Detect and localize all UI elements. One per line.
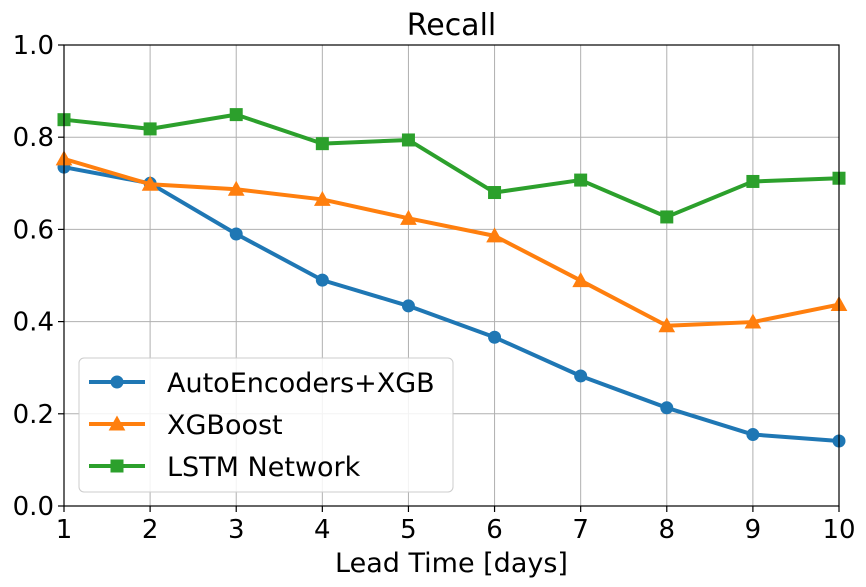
x-tick-label: 3 xyxy=(228,515,245,545)
legend-item: LSTM Network xyxy=(89,452,361,483)
series-line xyxy=(63,165,840,443)
x-axis-label: Lead Time [days] xyxy=(335,548,568,579)
legend-label: AutoEncoders+XGB xyxy=(167,368,435,399)
legend-item: XGBoost xyxy=(89,410,283,441)
series-line xyxy=(63,112,840,219)
x-tick-label: 2 xyxy=(142,515,159,545)
legend-box xyxy=(78,357,454,493)
y-tick-label: 1.0 xyxy=(13,31,54,61)
legend: AutoEncoders+XGB XGBoost LSTM Network xyxy=(78,357,454,493)
data-point xyxy=(486,227,503,243)
x-tick-label: 4 xyxy=(314,515,331,545)
data-point xyxy=(574,369,588,383)
x-tick-label: 9 xyxy=(745,515,762,545)
data-point xyxy=(141,175,159,191)
data-point xyxy=(660,210,674,224)
y-tick-label: 0.6 xyxy=(13,215,54,245)
series-line xyxy=(63,156,840,328)
x-tick-label: 7 xyxy=(572,515,589,545)
legend-label: LSTM Network xyxy=(167,452,361,483)
data-point xyxy=(746,174,760,188)
chart-title: Recall xyxy=(407,8,497,43)
data-point xyxy=(315,137,329,151)
legend-marker xyxy=(110,459,124,473)
data-point xyxy=(660,401,674,415)
data-point xyxy=(572,272,590,288)
series-xgboost xyxy=(55,150,848,333)
plot-frame xyxy=(63,44,840,507)
y-tick-label: 0.8 xyxy=(13,123,54,153)
y-tick-label: 0.2 xyxy=(13,400,54,430)
data-point xyxy=(746,428,760,442)
x-tick-label: 10 xyxy=(822,515,855,545)
data-point xyxy=(229,108,243,122)
data-point xyxy=(227,180,245,196)
data-point xyxy=(488,330,502,344)
data-point xyxy=(401,133,415,147)
data-point xyxy=(313,190,331,206)
data-point xyxy=(315,273,329,287)
data-point xyxy=(488,186,502,200)
x-tick-label: 1 xyxy=(56,515,73,545)
data-point xyxy=(744,313,762,329)
y-tick-label: 0.4 xyxy=(13,308,54,338)
x-tick-label: 5 xyxy=(400,515,417,545)
axis-ticks: 1 2 3 4 5 6 7 8 9 10 0.0 0.2 0.4 0.6 0.8 1.0 xyxy=(13,31,856,545)
data-point xyxy=(229,227,243,241)
data-point xyxy=(143,122,157,136)
data-point xyxy=(658,317,676,333)
series-lstm-network xyxy=(57,108,846,224)
series-group xyxy=(55,108,848,448)
data-point xyxy=(401,299,415,313)
y-tick-label: 0.0 xyxy=(13,492,54,522)
x-tick-label: 6 xyxy=(486,515,503,545)
legend-marker xyxy=(108,415,126,431)
x-tick-label: 8 xyxy=(659,515,676,545)
legend-item: AutoEncoders+XGB xyxy=(89,368,435,399)
legend-marker xyxy=(110,375,124,389)
data-point xyxy=(400,209,417,225)
legend-label: XGBoost xyxy=(167,410,283,441)
data-point xyxy=(574,173,588,187)
